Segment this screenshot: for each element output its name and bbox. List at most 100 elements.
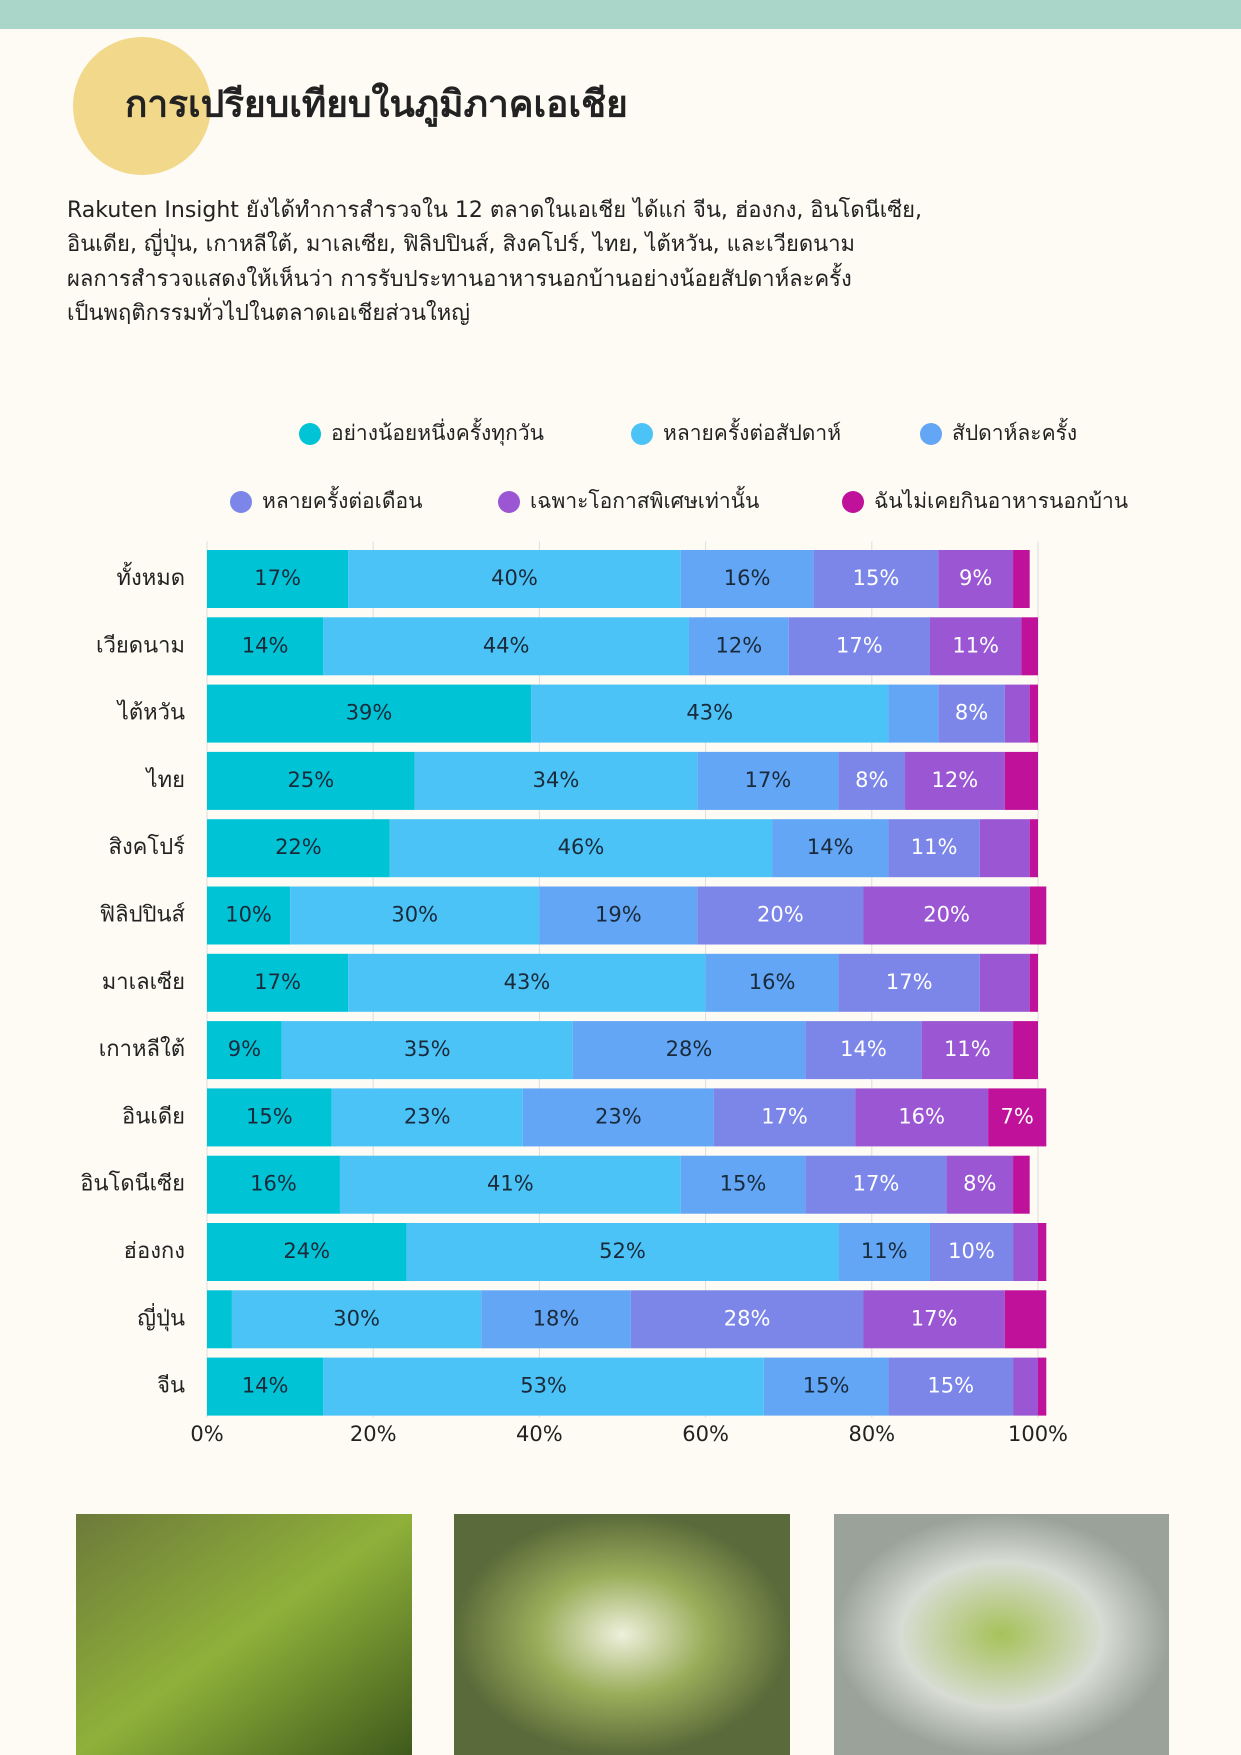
bar-segment xyxy=(713,1088,856,1147)
y-tick-label: ทั้งหมด xyxy=(116,562,185,591)
y-tick-label: จีน xyxy=(157,1374,185,1399)
bar-segment xyxy=(863,1290,1005,1349)
data-label: 35% xyxy=(404,1037,451,1061)
bar-segment xyxy=(207,1155,340,1214)
x-tick-label: 0% xyxy=(190,1422,223,1446)
data-label: 53% xyxy=(520,1374,567,1398)
data-label: 18% xyxy=(533,1306,580,1330)
data-label: 16% xyxy=(724,566,771,590)
bar-segment xyxy=(1029,684,1038,743)
paragraph-line: เป็นพฤติกรรมทั่วไปในตลาดเอเชียส่วนใหญ่ xyxy=(67,297,470,326)
data-label: 19% xyxy=(595,903,642,927)
data-label: 39% xyxy=(346,701,393,725)
photo-donut xyxy=(76,1514,412,1755)
data-label: 17% xyxy=(853,1172,900,1196)
bar-segment xyxy=(1029,886,1047,945)
paragraph-line: Rakuten Insight ยังได้ทำการสำรวจใน 12 ตล… xyxy=(67,197,922,223)
bar-segment xyxy=(697,886,864,945)
data-label: 25% xyxy=(288,768,335,792)
bar-segment xyxy=(207,886,291,945)
bar-segment xyxy=(838,751,906,810)
data-label: 46% xyxy=(558,835,605,859)
bar-segment xyxy=(207,751,415,810)
data-label: 23% xyxy=(404,1104,451,1128)
bar-segment xyxy=(1013,1155,1030,1214)
data-label: 17% xyxy=(836,633,883,657)
data-label: 7% xyxy=(1001,1104,1034,1128)
data-label: 12% xyxy=(715,633,762,657)
bar-segment xyxy=(979,953,1030,1012)
y-tick-label: อินโดนีเซีย xyxy=(80,1171,185,1197)
bar-segment xyxy=(207,1088,332,1147)
bar-segment xyxy=(979,819,1030,878)
legend-label: หลายครั้งต่อเดือน xyxy=(262,486,422,513)
data-label: 34% xyxy=(533,768,580,792)
bar-segment xyxy=(1021,617,1038,676)
bar-segment xyxy=(788,617,930,676)
data-label: 11% xyxy=(944,1037,991,1061)
data-label: 11% xyxy=(952,633,999,657)
bar-segment xyxy=(921,1021,1014,1080)
data-label: 30% xyxy=(333,1306,380,1330)
bar-segment xyxy=(207,1021,282,1080)
y-tick-label: ฮ่องกง xyxy=(124,1239,185,1264)
bar-segment xyxy=(946,1155,1014,1214)
legend-dot xyxy=(920,423,942,445)
data-label: 12% xyxy=(932,768,979,792)
bar-segment xyxy=(1038,1357,1047,1416)
bar-segment xyxy=(572,1021,806,1080)
bar-segment xyxy=(348,550,681,608)
data-label: 14% xyxy=(242,1374,289,1398)
legend-label: เฉพาะโอกาสพิเศษเท่านั้น xyxy=(530,486,759,513)
bar-segment xyxy=(207,550,349,608)
data-label: 28% xyxy=(724,1306,771,1330)
legend-label: สัปดาห์ละครั้ง xyxy=(952,418,1077,445)
data-label: 20% xyxy=(757,903,804,927)
data-label: 11% xyxy=(911,835,958,859)
bar-segment xyxy=(1013,1357,1038,1416)
data-label: 30% xyxy=(391,903,438,927)
legend-dot xyxy=(842,491,864,513)
paragraph-line: อินเดีย, ญี่ปุ่น, เกาหลีใต้, มาเลเซีย, ฟ… xyxy=(67,228,855,257)
bar-segment xyxy=(863,886,1030,945)
data-label: 17% xyxy=(254,566,301,590)
bar-segment xyxy=(207,1357,324,1416)
bar-segment xyxy=(207,953,349,1012)
data-label: 17% xyxy=(886,970,933,994)
bar-segment xyxy=(406,1223,839,1281)
data-label: 8% xyxy=(855,768,888,792)
legend-dot xyxy=(230,491,252,513)
y-tick-label: ไทย xyxy=(145,767,185,793)
bar-segment xyxy=(680,1155,806,1214)
data-label: 14% xyxy=(242,633,289,657)
data-label: 10% xyxy=(948,1239,995,1263)
data-label: 9% xyxy=(959,566,992,590)
data-label: 17% xyxy=(254,970,301,994)
bar-segment xyxy=(531,684,889,743)
bar-segment xyxy=(888,819,980,878)
bar-segment xyxy=(522,1088,714,1147)
y-tick-label: ไต้หวัน xyxy=(116,700,185,726)
data-label: 15% xyxy=(720,1172,767,1196)
data-label: 52% xyxy=(599,1239,646,1263)
bar-segment xyxy=(207,684,532,743)
bar-segment xyxy=(1013,1223,1038,1281)
y-tick-label: เวียดนาม xyxy=(96,633,185,658)
bar-segment xyxy=(323,617,689,676)
data-label: 43% xyxy=(686,701,733,725)
data-label: 15% xyxy=(927,1374,974,1398)
bar-segment xyxy=(1013,1021,1038,1080)
bar-segment xyxy=(339,1155,681,1214)
data-label: 22% xyxy=(275,835,322,859)
legend-label: ฉันไม่เคยกินอาหารนอกบ้าน xyxy=(874,489,1128,513)
bar-segment xyxy=(1013,550,1030,608)
legend-label: หลายครั้งต่อสัปดาห์ xyxy=(663,418,841,445)
photo-icecream xyxy=(834,1514,1169,1755)
x-tick-label: 60% xyxy=(682,1422,729,1446)
bar-segment xyxy=(207,1290,232,1349)
bar-segment xyxy=(207,617,324,676)
data-label: 28% xyxy=(666,1037,713,1061)
photo-latte xyxy=(454,1514,790,1755)
